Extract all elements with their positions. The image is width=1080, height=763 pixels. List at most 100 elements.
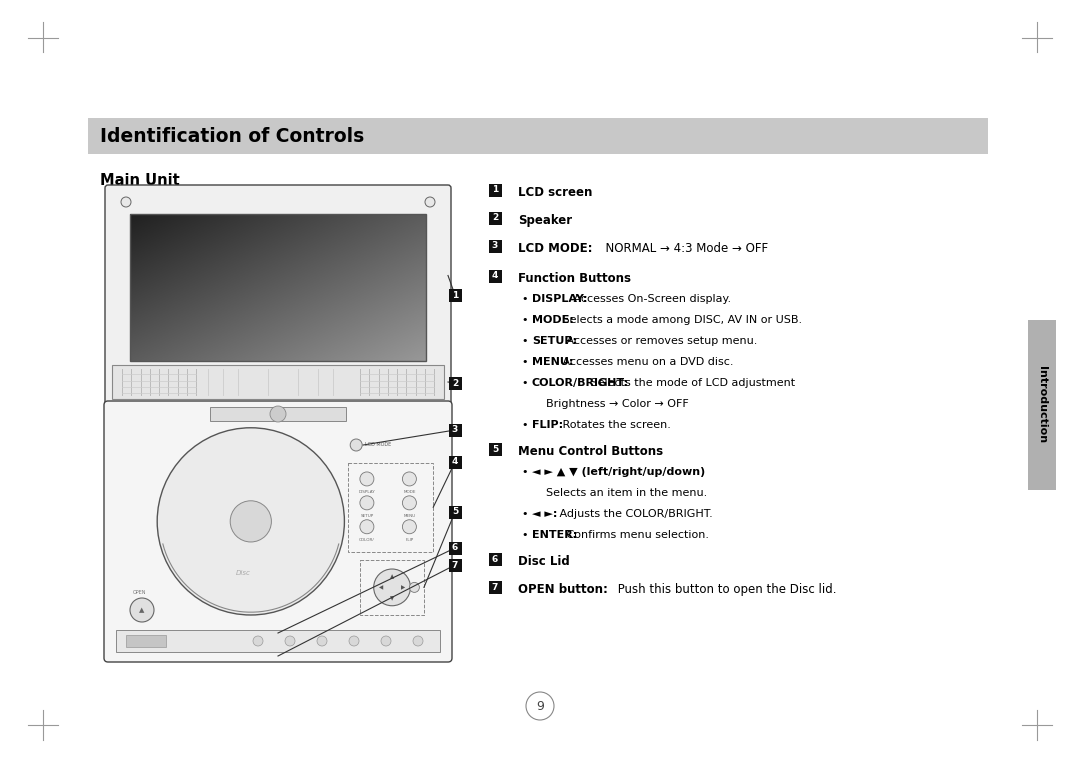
Bar [112,365,444,399]
Text: 2: 2 [451,378,458,388]
Text: Disc Lid: Disc Lid [518,555,570,568]
Bar [488,552,501,565]
Bar [448,288,461,301]
Bar [488,581,501,594]
Bar [87,118,988,154]
Text: LCD MODE:: LCD MODE: [518,242,593,255]
Text: DISPLAY:: DISPLAY: [532,294,588,304]
Text: DISPLAY: DISPLAY [359,490,375,494]
Text: 3: 3 [451,426,458,434]
Text: Speaker: Speaker [518,214,572,227]
Circle shape [270,406,286,422]
Text: Introduction: Introduction [1037,366,1047,443]
Circle shape [350,439,362,451]
Text: 7: 7 [491,582,498,591]
Text: Confirms menu selection.: Confirms menu selection. [563,530,708,540]
Circle shape [403,496,417,510]
Circle shape [409,582,419,592]
Text: •: • [522,357,532,367]
Circle shape [381,636,391,646]
Bar [210,407,346,421]
Text: •: • [522,530,532,540]
Text: 4: 4 [491,272,498,281]
Bar [488,443,501,456]
Circle shape [360,472,374,486]
Circle shape [374,569,410,606]
Text: COLOR/BRIGHT:: COLOR/BRIGHT: [532,378,629,388]
Circle shape [413,636,423,646]
Bar [488,269,501,282]
Text: ◀: ◀ [379,585,383,590]
Bar [348,463,433,552]
Text: 5: 5 [491,445,498,453]
Text: Push this button to open the Disc lid.: Push this button to open the Disc lid. [615,583,837,596]
Bar [361,559,424,615]
Text: Identification of Controls: Identification of Controls [100,127,364,146]
Circle shape [318,636,327,646]
Text: ◄ ►:: ◄ ►: [532,509,557,519]
Text: 1: 1 [491,185,498,195]
Circle shape [403,472,417,486]
Text: 9: 9 [536,700,544,713]
Text: •: • [522,378,532,388]
Bar [126,635,166,647]
Circle shape [253,636,264,646]
Text: NORMAL → 4:3 Mode → OFF: NORMAL → 4:3 Mode → OFF [598,242,768,255]
Text: Selects the mode of LCD adjustment: Selects the mode of LCD adjustment [586,378,795,388]
Circle shape [360,520,374,534]
Bar [488,211,501,224]
Circle shape [285,636,295,646]
Text: MENU:: MENU: [532,357,573,367]
Bar [488,240,501,253]
Text: 2: 2 [491,214,498,223]
Circle shape [403,520,417,534]
Circle shape [158,428,345,615]
Text: Menu Control Buttons: Menu Control Buttons [518,445,663,458]
Text: Disc: Disc [235,570,251,576]
Text: LCD screen: LCD screen [518,186,592,199]
Circle shape [230,501,271,542]
Text: Main Unit: Main Unit [100,173,179,188]
Text: Function Buttons: Function Buttons [518,272,631,285]
Text: Selects a mode among DISC, AV IN or USB.: Selects a mode among DISC, AV IN or USB. [559,315,802,325]
FancyBboxPatch shape [104,401,453,662]
Bar [448,376,461,389]
Text: FLIP: FLIP [405,538,414,542]
Text: Rotates the screen.: Rotates the screen. [559,420,671,430]
Circle shape [426,197,435,207]
Text: MODE: MODE [403,490,416,494]
Text: Selects an item in the menu.: Selects an item in the menu. [532,488,707,498]
Text: •: • [522,336,532,346]
Circle shape [360,496,374,510]
Text: 5: 5 [451,507,458,517]
Circle shape [349,636,359,646]
Text: •: • [522,294,532,304]
Text: •: • [522,467,532,477]
Text: ▲: ▲ [390,574,394,579]
Text: SETUP: SETUP [361,513,374,518]
Circle shape [121,197,131,207]
Text: 6: 6 [491,555,498,564]
Bar [1028,320,1056,490]
Text: 3: 3 [491,242,498,250]
FancyBboxPatch shape [105,185,451,406]
Text: FLIP:: FLIP: [532,420,563,430]
Text: OPEN button:: OPEN button: [518,583,608,596]
Text: 1: 1 [451,291,458,300]
Bar [448,456,461,468]
Text: ◄ ► ▲ ▼ (left/right/up/down): ◄ ► ▲ ▼ (left/right/up/down) [532,467,705,477]
Text: •: • [522,509,532,519]
Bar [448,423,461,436]
Text: 4: 4 [451,458,458,466]
Text: Accesses menu on a DVD disc.: Accesses menu on a DVD disc. [559,357,733,367]
Text: SETUP:: SETUP: [532,336,577,346]
Circle shape [130,598,154,622]
Text: Accesses On-Screen display.: Accesses On-Screen display. [569,294,731,304]
Text: Brightness → Color → OFF: Brightness → Color → OFF [532,399,689,409]
Bar [130,214,426,361]
Text: •: • [522,315,532,325]
Text: OPEN: OPEN [133,590,147,594]
Text: •: • [522,420,532,430]
Bar [448,559,461,571]
Text: MODE:: MODE: [532,315,573,325]
